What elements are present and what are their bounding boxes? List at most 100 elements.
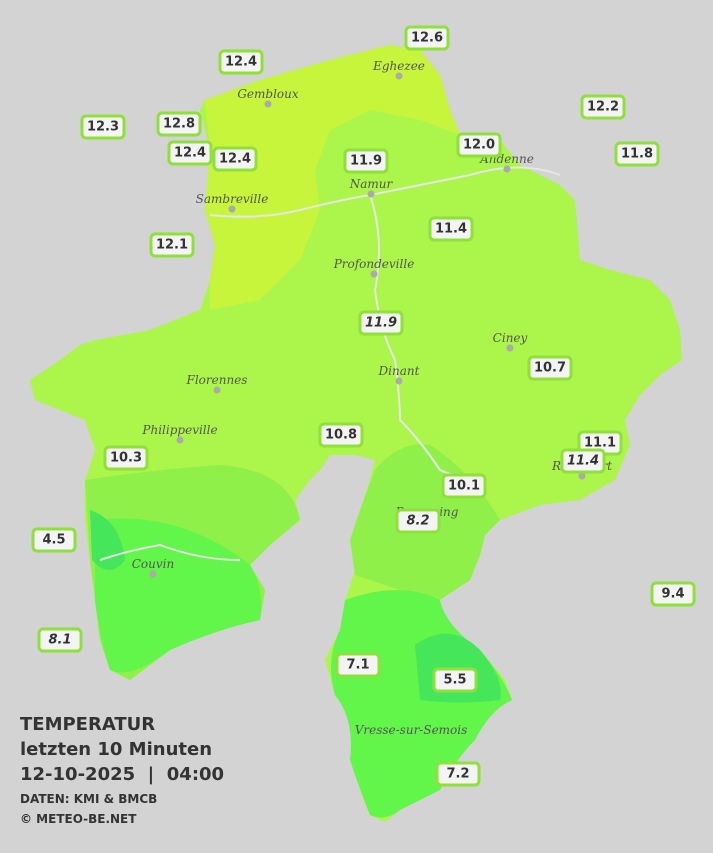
- station-value: 11.8: [621, 147, 653, 162]
- station-box: [650, 581, 696, 607]
- station-value: 8.1: [48, 633, 71, 648]
- station-box: [358, 310, 404, 336]
- city-dot: [370, 270, 378, 278]
- station-value: 7.2: [446, 767, 469, 782]
- legend-datetime: 12-10-2025 | 04:00: [20, 764, 224, 785]
- station-label: 12.2: [580, 94, 626, 120]
- station-label: 12.4: [212, 146, 258, 172]
- station-box: [335, 652, 381, 678]
- legend-source: DATEN: KMI & BMCB: [20, 792, 157, 806]
- city-label: Sambreville: [196, 192, 269, 206]
- city-label: Vresse-sur-Semois: [355, 723, 468, 737]
- station-value: 11.9: [365, 316, 397, 331]
- station-value: 11.1: [584, 436, 616, 451]
- city-dot: [228, 205, 236, 213]
- station-value: 12.1: [156, 238, 188, 253]
- station-label: 12.1: [149, 232, 195, 258]
- station-value: 12.4: [174, 146, 206, 161]
- station-box: [580, 94, 626, 120]
- station-box: [428, 216, 474, 242]
- city-dot: [367, 190, 375, 198]
- station-value: 12.4: [219, 152, 251, 167]
- station-box: [560, 448, 606, 474]
- station-label: 11.4: [560, 448, 606, 474]
- station-label: 10.3: [103, 445, 149, 471]
- station-box: [80, 114, 126, 140]
- city-label: Florennes: [186, 373, 248, 387]
- station-label: 8.1: [37, 627, 83, 653]
- station-value: 10.1: [448, 479, 480, 494]
- station-value: 10.7: [534, 361, 566, 376]
- station-value: 11.4: [567, 454, 599, 469]
- station-label: 11.4: [428, 216, 474, 242]
- station-value: 10.8: [325, 428, 357, 443]
- station-box: [37, 627, 83, 653]
- city-dot: [149, 570, 157, 578]
- station-label: 12.3: [80, 114, 126, 140]
- station-label: 10.7: [527, 355, 573, 381]
- station-label: 11.9: [358, 310, 404, 336]
- station-box: [432, 667, 478, 693]
- city-label: Namur: [349, 177, 394, 191]
- station-box: [343, 148, 389, 174]
- station-label: 12.8: [156, 111, 202, 137]
- city-label: Profondeville: [333, 257, 415, 271]
- station-label: 12.4: [167, 140, 213, 166]
- station-box: [441, 473, 487, 499]
- station-box: [31, 527, 77, 553]
- station-box: [149, 232, 195, 258]
- station-box: [167, 140, 213, 166]
- city-label: Dinant: [378, 364, 420, 378]
- station-box: [404, 25, 450, 51]
- station-label: 9.4: [650, 581, 696, 607]
- city-dot: [503, 165, 511, 173]
- station-value: 7.1: [346, 658, 369, 673]
- station-label: 11.8: [614, 141, 660, 167]
- station-value: 10.3: [110, 451, 142, 466]
- city-label: Eghezee: [372, 59, 425, 73]
- legend-title: TEMPERATUR: [20, 714, 155, 735]
- city-dot: [506, 344, 514, 352]
- station-box: [395, 508, 441, 534]
- city-label: Couvin: [132, 557, 174, 571]
- city-label: Ciney: [493, 331, 528, 345]
- station-value: 5.5: [443, 673, 466, 688]
- station-value: 12.8: [163, 117, 195, 132]
- station-value: 12.4: [225, 55, 257, 70]
- station-box: [218, 49, 264, 75]
- city-dot: [395, 72, 403, 80]
- city-dot: [395, 377, 403, 385]
- station-box: [527, 355, 573, 381]
- station-box: [212, 146, 258, 172]
- station-value: 8.2: [406, 514, 429, 529]
- city-dot: [213, 386, 221, 394]
- station-value: 12.3: [87, 120, 119, 135]
- station-value: 11.4: [435, 222, 467, 237]
- station-box: [614, 141, 660, 167]
- legend-copyright: © METEO-BE.NET: [20, 812, 137, 826]
- station-label: 10.1: [441, 473, 487, 499]
- station-label: 11.9: [343, 148, 389, 174]
- station-value: 9.4: [661, 587, 684, 602]
- station-box: [103, 445, 149, 471]
- station-value: 12.2: [587, 100, 619, 115]
- station-label: 12.4: [218, 49, 264, 75]
- station-box: [156, 111, 202, 137]
- station-box: [435, 761, 481, 787]
- station-value: 12.6: [411, 31, 443, 46]
- station-label: 7.2: [435, 761, 481, 787]
- city-dot: [176, 436, 184, 444]
- station-label: 8.2: [395, 508, 441, 534]
- station-label: 12.6: [404, 25, 450, 51]
- station-value: 11.9: [350, 154, 382, 169]
- city-dot: [578, 472, 586, 480]
- station-label: 12.0: [456, 132, 502, 158]
- city-label: Philippeville: [141, 423, 217, 437]
- station-value: 12.0: [463, 138, 495, 153]
- city-label: Gembloux: [237, 87, 299, 101]
- station-box: [318, 422, 364, 448]
- station-value: 4.5: [42, 533, 65, 548]
- legend-period: letzten 10 Minuten: [20, 739, 212, 760]
